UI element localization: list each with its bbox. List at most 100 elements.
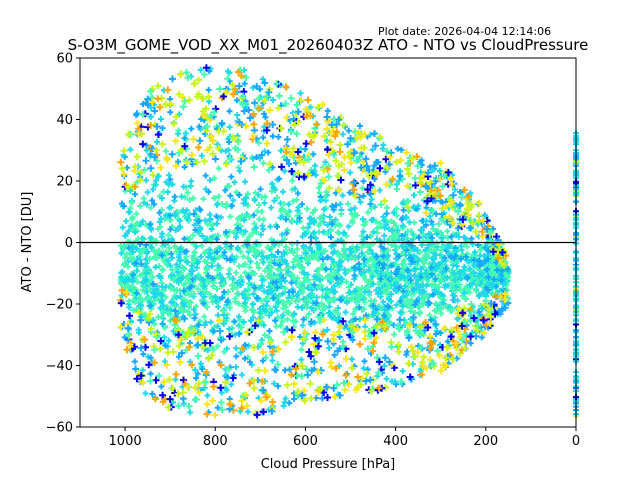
data-point [118, 250, 125, 257]
data-point [129, 276, 136, 283]
data-point [197, 360, 204, 367]
data-point [383, 147, 391, 155]
data-point [207, 250, 214, 257]
data-point [449, 356, 457, 363]
data-point [281, 168, 288, 175]
data-point [213, 286, 220, 292]
data-point [175, 158, 182, 165]
data-point [149, 171, 157, 179]
data-point [369, 281, 376, 288]
data-point [184, 215, 191, 222]
data-point [476, 293, 482, 300]
data-point [274, 223, 280, 230]
data-point [351, 213, 358, 220]
data-point [434, 347, 442, 355]
y-tick-label: 0 [65, 236, 73, 251]
data-point [378, 318, 386, 326]
data-point [123, 251, 130, 258]
data-point [341, 229, 348, 236]
data-point [245, 273, 252, 280]
data-point [172, 162, 180, 170]
data-point [283, 230, 290, 237]
data-point [207, 238, 214, 245]
data-point [148, 226, 155, 233]
data-point [151, 201, 158, 208]
data-point [241, 295, 248, 302]
data-point [150, 281, 157, 287]
data-point [117, 242, 124, 249]
data-point [233, 97, 240, 104]
data-point [191, 255, 198, 262]
data-point [203, 288, 210, 295]
data-point [133, 245, 140, 252]
data-point [253, 224, 260, 231]
data-point [151, 254, 158, 261]
data-point [340, 166, 348, 174]
data-point [501, 304, 509, 312]
data-point [455, 225, 462, 232]
data-point [137, 302, 144, 309]
data-point [291, 311, 297, 318]
data-point [210, 255, 217, 262]
data-point [250, 126, 258, 134]
data-point [195, 144, 202, 151]
data-point [264, 295, 271, 302]
data-point [483, 225, 491, 233]
data-point [388, 218, 395, 225]
data-point [305, 298, 312, 305]
data-point [328, 286, 335, 293]
data-point [316, 385, 324, 393]
data-point [432, 300, 439, 307]
data-point [360, 144, 368, 152]
data-point [276, 261, 283, 268]
data-point [175, 90, 183, 98]
data-point [160, 308, 167, 315]
data-point [191, 306, 197, 313]
data-point [294, 148, 302, 156]
data-point [467, 224, 474, 231]
data-point [137, 168, 145, 176]
data-point [242, 269, 249, 276]
data-point [461, 263, 468, 270]
data-point [227, 257, 234, 263]
data-point [292, 365, 300, 373]
data-point [209, 136, 217, 144]
data-point [345, 268, 352, 274]
data-point [157, 337, 165, 345]
data-point [470, 308, 478, 316]
data-point [196, 137, 204, 145]
data-point [257, 231, 264, 238]
data-point [340, 379, 348, 387]
data-point [327, 272, 334, 279]
data-point [480, 289, 487, 296]
data-point [133, 290, 140, 297]
data-point [264, 288, 271, 295]
data-point [191, 80, 199, 88]
data-point [261, 332, 268, 339]
data-point [305, 348, 313, 356]
data-point [202, 64, 210, 72]
data-point [138, 261, 145, 268]
data-point [251, 99, 259, 107]
data-point [226, 400, 234, 408]
data-point [292, 318, 299, 325]
data-point [144, 189, 151, 196]
data-point [215, 317, 223, 324]
data-point [139, 379, 147, 387]
data-point [291, 121, 299, 129]
data-point [226, 183, 233, 190]
data-point [236, 263, 243, 270]
data-point [226, 155, 234, 163]
data-point [360, 178, 367, 185]
data-point [349, 294, 356, 301]
data-point [441, 254, 448, 261]
data-point [119, 268, 126, 275]
data-point [255, 139, 263, 147]
data-point [359, 285, 365, 292]
data-point [238, 371, 245, 378]
data-point [250, 163, 258, 171]
data-point [143, 296, 150, 303]
data-point [226, 138, 232, 145]
data-point [458, 322, 466, 330]
data-point [118, 165, 126, 172]
